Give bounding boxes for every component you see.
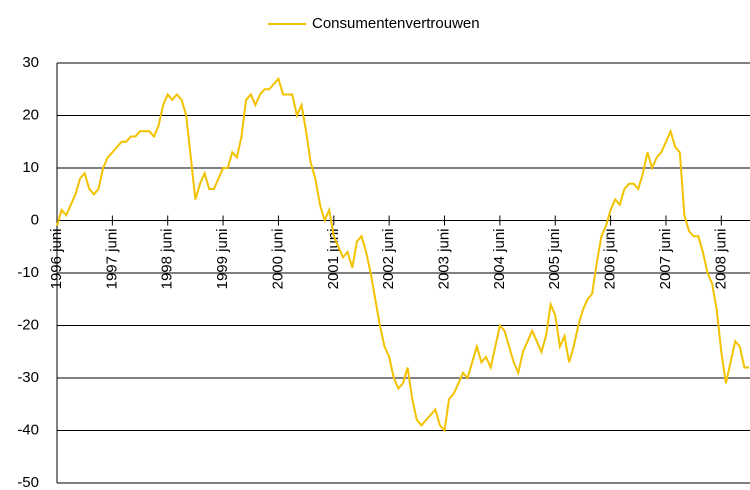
- y-tick-label: 30: [22, 54, 39, 71]
- y-tick-label: -50: [17, 474, 39, 490]
- x-tick-label: 2007 juni: [657, 229, 674, 290]
- y-tick-label: -10: [17, 264, 39, 281]
- x-tick-label: 2006 juni: [602, 229, 619, 290]
- x-tick-label: 1999 juni: [214, 229, 231, 290]
- x-tick-label: 1998 juni: [159, 229, 176, 290]
- x-tick-label: 2005 juni: [546, 229, 563, 290]
- x-tick-label: 2008 juni: [712, 229, 729, 290]
- x-tick-label: 2001 juni: [325, 229, 342, 290]
- y-tick-label: -40: [17, 421, 39, 438]
- y-tick-label: 20: [22, 106, 39, 123]
- x-tick-label: 1997 juni: [103, 229, 120, 290]
- y-tick-label: -20: [17, 316, 39, 333]
- x-tick-label: 2004 juni: [491, 229, 508, 290]
- x-tick-label: 2002 juni: [380, 229, 397, 290]
- x-tick-label: 1996 juni: [48, 229, 65, 290]
- line: [56, 76, 749, 433]
- y-tick-label: 10: [22, 159, 39, 176]
- x-tick-label: 2000 juni: [269, 229, 286, 290]
- legend-label: Consumentenvertrouwen: [312, 15, 480, 32]
- y-tick-label: -30: [17, 369, 39, 386]
- y-tick-label: 0: [31, 211, 39, 228]
- x-tick-label: 2003 juni: [435, 229, 452, 290]
